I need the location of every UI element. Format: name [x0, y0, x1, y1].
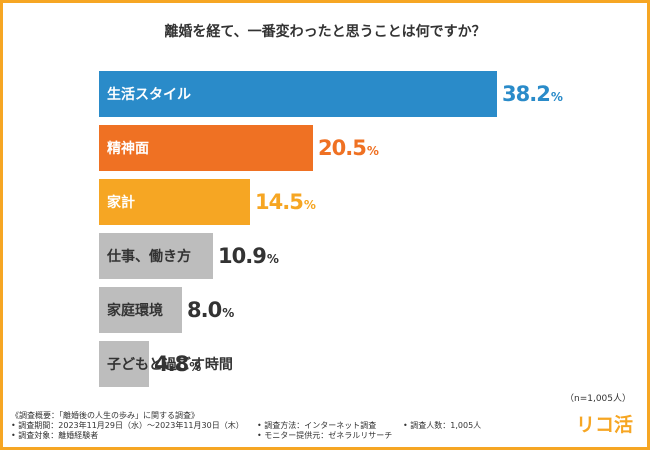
survey-notes: 《調査概要：「離婚後の人生の歩み」に関する調査》 • 調査期間：2023年11月… [11, 411, 581, 441]
value-number: 10.9 [218, 244, 267, 268]
bar-label: 家計 [107, 195, 135, 211]
bar-3: 家計 [99, 179, 250, 225]
value-unit: % [222, 306, 235, 320]
bar-5: 家庭環境 [99, 287, 182, 333]
value-label: 20.5% [318, 125, 379, 171]
survey-overview: 《調査概要：「離婚後の人生の歩み」に関する調査》 [11, 411, 199, 420]
bar-label: 仕事、働き方 [107, 249, 191, 265]
value-label: 8.0% [187, 287, 234, 333]
survey-method: • 調査方法：インターネット調査 [257, 421, 377, 430]
survey-count: • 調査人数：1,005人 [403, 421, 482, 430]
value-unit: % [266, 252, 279, 266]
value-label: 10.9% [218, 233, 279, 279]
bar-label: 子どもと過ごす時間 [107, 357, 233, 373]
value-unit: % [366, 144, 379, 158]
bar-label: 生活スタイル [107, 87, 191, 103]
brand-logo: リコ活 [575, 414, 633, 436]
value-label: 4.8% [154, 341, 201, 387]
bar-label: 家庭環境 [107, 303, 163, 319]
value-number: 8.0 [187, 298, 222, 322]
survey-provider: • モニター提供元：ゼネラルリサーチ [257, 431, 393, 440]
chart-title: 離婚を経て、一番変わったと思うことは何ですか？ [164, 24, 486, 40]
survey-period: • 調査期間：2023年11月29日（水）〜2023年11月30日（木） [11, 421, 244, 430]
bar-label: 精神面 [107, 141, 149, 157]
value-label: 14.5% [255, 179, 316, 225]
value-number: 14.5 [255, 190, 304, 214]
value-unit: % [303, 198, 316, 212]
survey-target: • 調査対象：離婚経験者 [11, 431, 99, 440]
value-unit: % [189, 360, 202, 374]
bar-6: 子どもと過ごす時間 [99, 341, 233, 387]
value-unit: % [550, 90, 563, 104]
value-number: 20.5 [318, 136, 367, 160]
sample-size-note: （n=1,005人） [564, 394, 631, 404]
value-number: 4.8 [154, 352, 189, 376]
value-label: 38.2% [502, 71, 563, 117]
value-number: 38.2 [502, 82, 551, 106]
bar-4: 仕事、働き方 [99, 233, 213, 279]
bar-2: 精神面 [99, 125, 313, 171]
bar-1: 生活スタイル [99, 71, 497, 117]
